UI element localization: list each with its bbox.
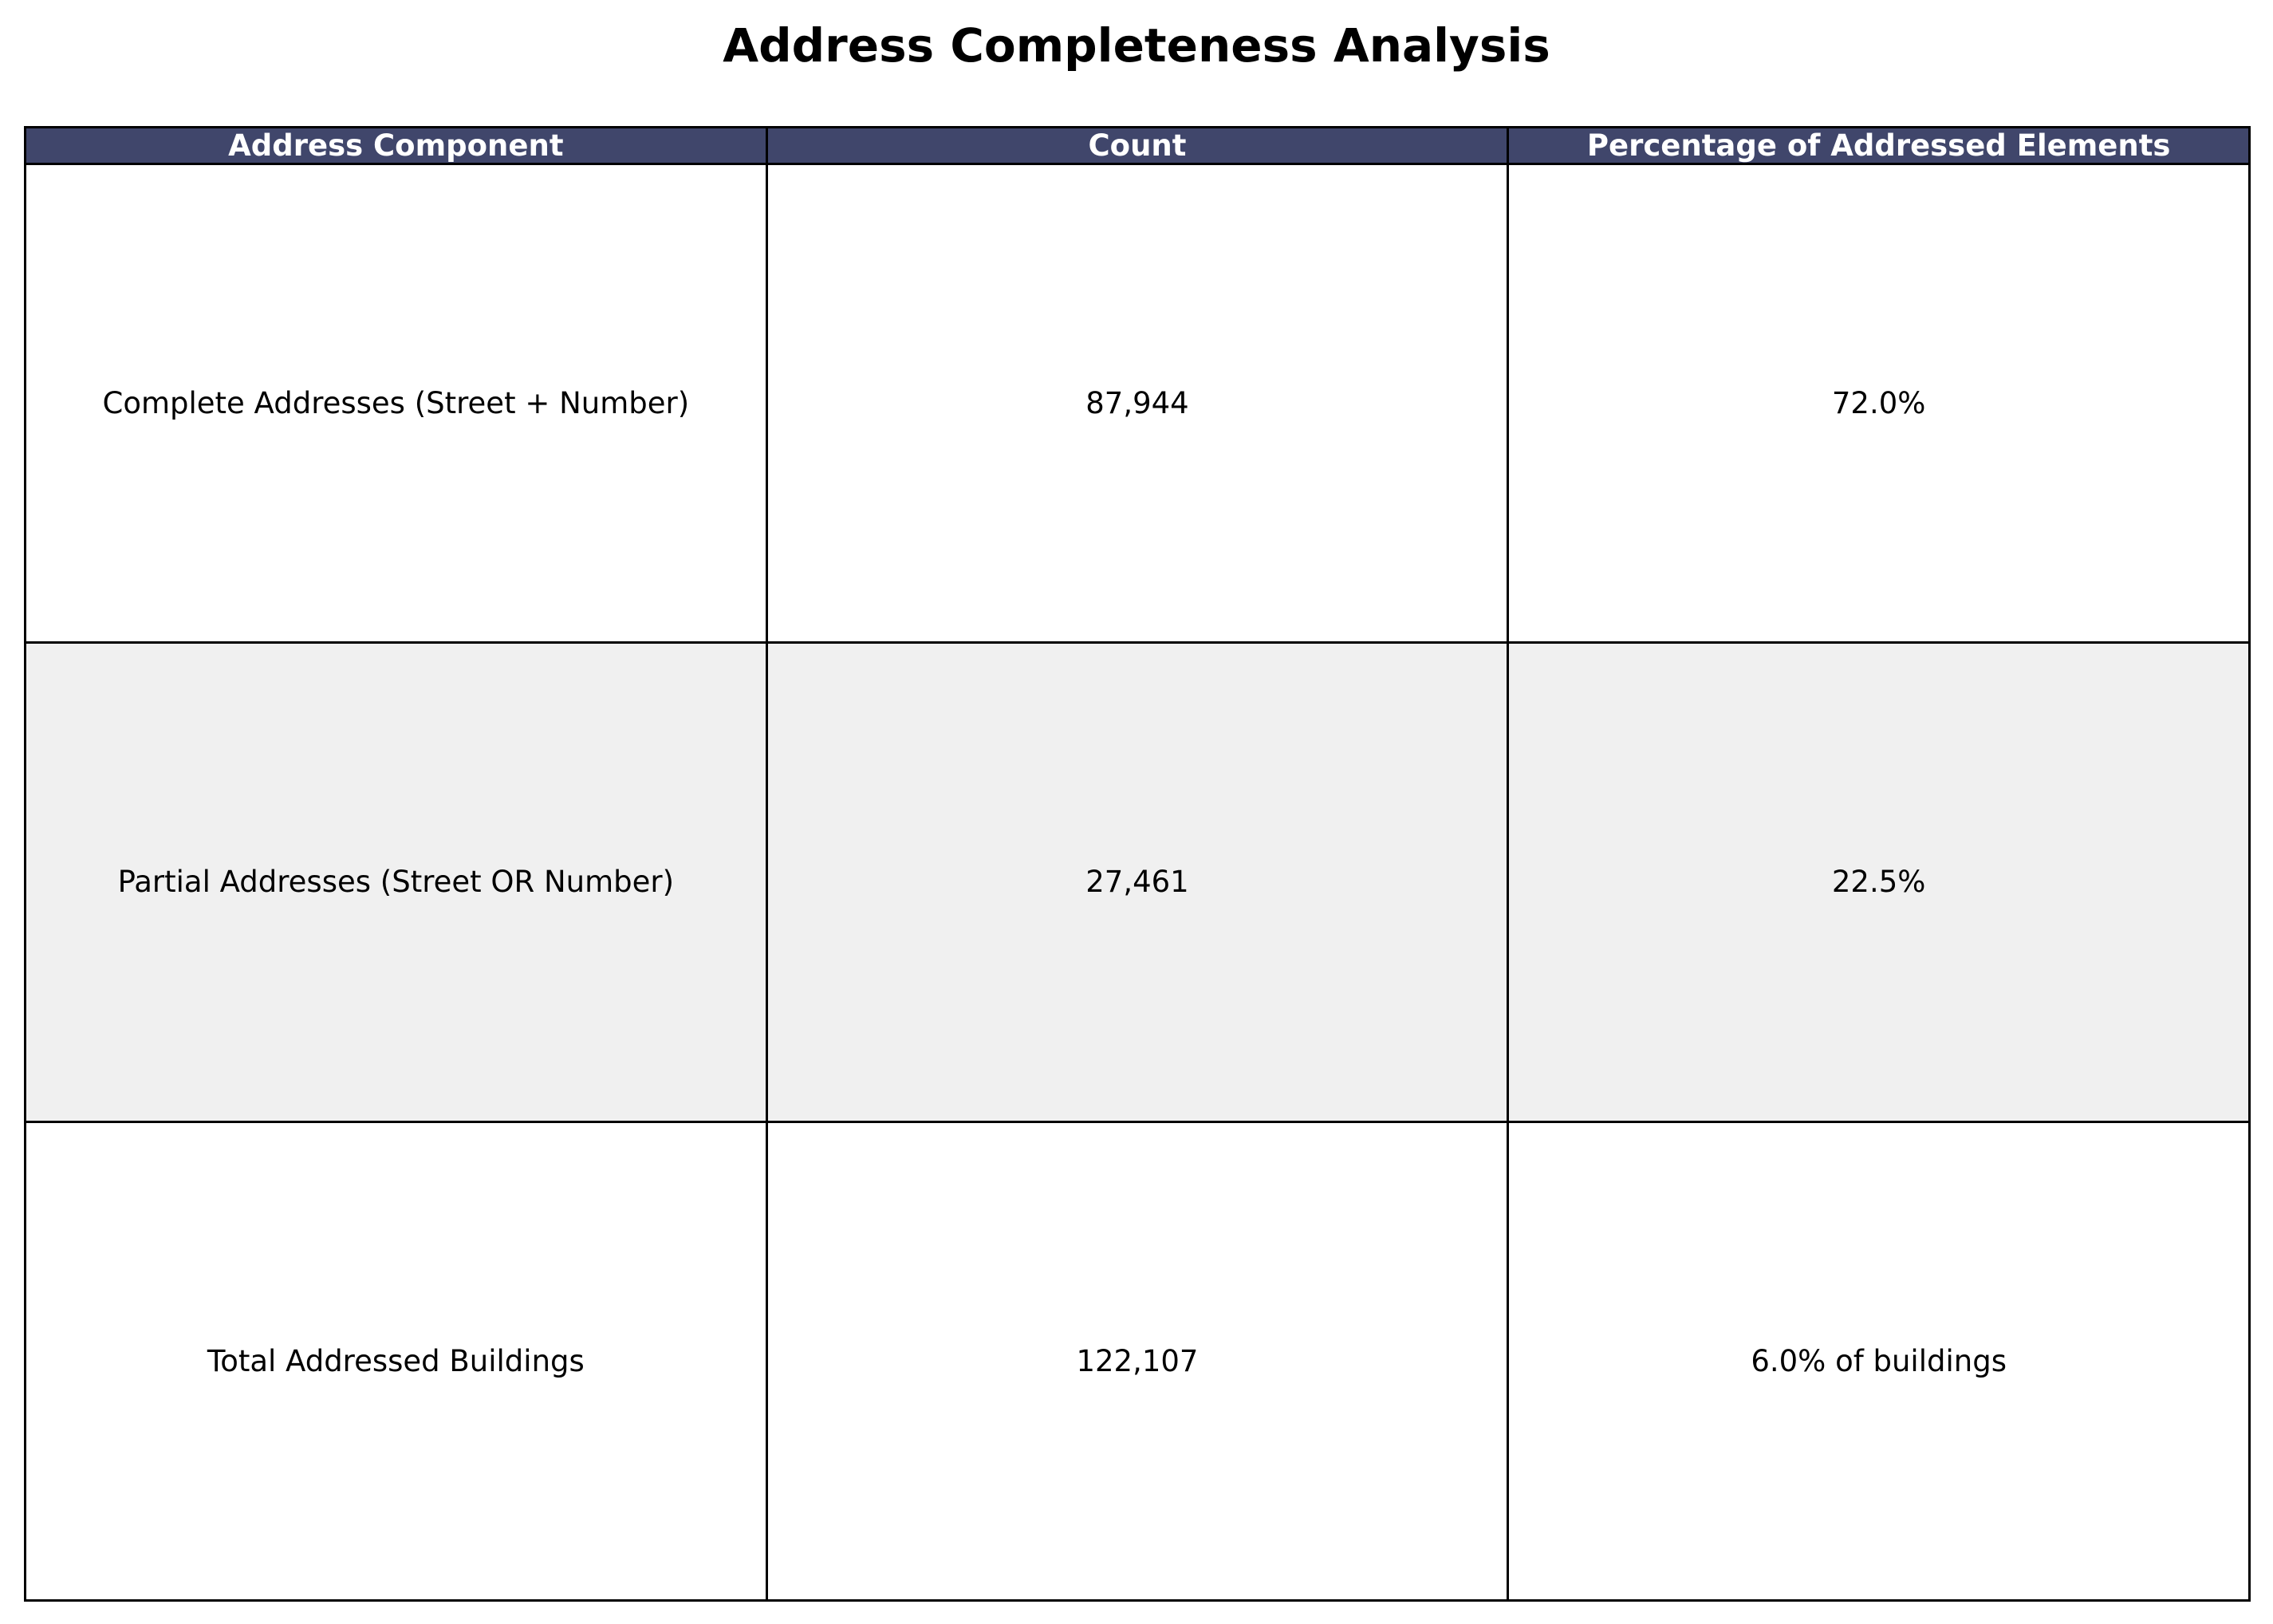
address-completeness-table: Address Component Count Percentage of Ad… — [24, 126, 2251, 1602]
cell-percentage: 6.0% of buildings — [1507, 1120, 2251, 1602]
cell-percentage: 72.0% — [1507, 162, 2251, 644]
table-row: Partial Addresses (Street OR Number) 27,… — [24, 641, 2251, 1123]
table-row: Complete Addresses (Street + Number) 87,… — [24, 162, 2251, 644]
header-cell-address-component: Address Component — [24, 126, 768, 165]
cell-count: 87,944 — [765, 162, 1510, 644]
header-row: Address Component Count Percentage of Ad… — [24, 126, 2251, 165]
header-cell-percentage: Percentage of Addressed Elements — [1507, 126, 2251, 165]
cell-percentage: 22.5% — [1507, 641, 2251, 1123]
cell-component: Partial Addresses (Street OR Number) — [24, 641, 768, 1123]
table-title: Address Completeness Analysis — [723, 18, 1550, 73]
cell-count: 27,461 — [765, 641, 1510, 1123]
table-row: Total Addressed Buildings 122,107 6.0% o… — [24, 1120, 2251, 1602]
cell-component: Complete Addresses (Street + Number) — [24, 162, 768, 644]
cell-component: Total Addressed Buildings — [24, 1120, 768, 1602]
address-table-container: Address Component Count Percentage of Ad… — [24, 126, 2251, 1602]
cell-count: 122,107 — [765, 1120, 1510, 1602]
header-cell-count: Count — [765, 126, 1510, 165]
